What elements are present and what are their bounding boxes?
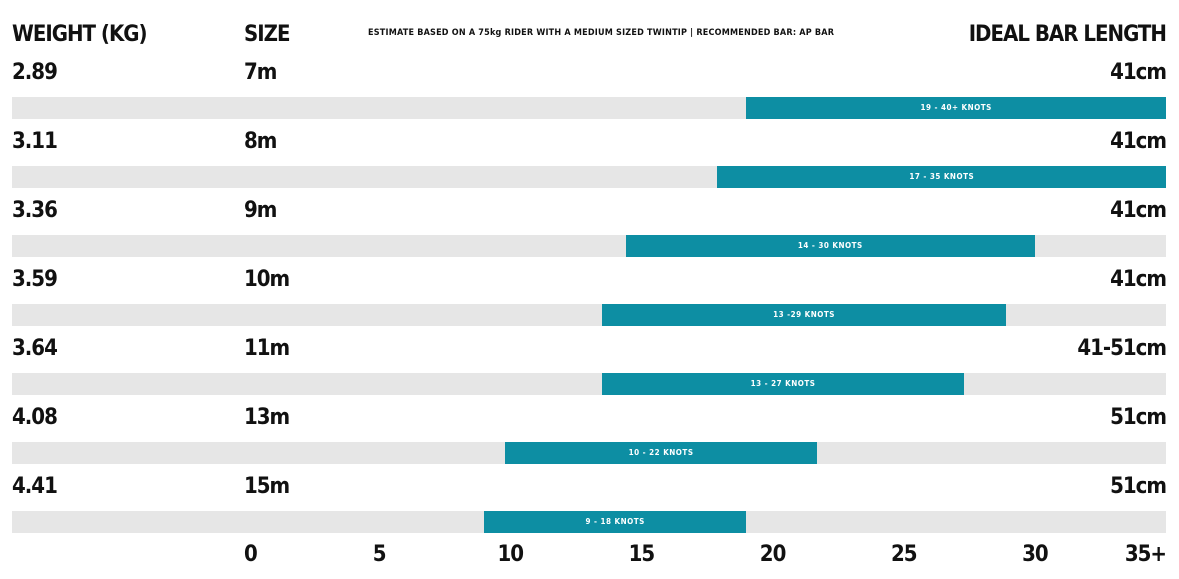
size-value: 11m (244, 336, 290, 361)
x-tick-label: 15 (628, 542, 656, 567)
weight-value: 3.36 (12, 198, 58, 223)
weight-column-header: WEIGHT (KG) (12, 22, 148, 47)
x-tick-label: 30 (1022, 542, 1049, 567)
x-tick-label: 5 (372, 542, 387, 567)
size-column-header: SIZE (244, 22, 290, 47)
weight-value: 3.64 (12, 336, 58, 361)
bar-length-value: 41cm (1110, 198, 1167, 223)
weight-value: 3.11 (12, 129, 58, 154)
bar-length-value: 41-51cm (1077, 336, 1167, 361)
wind-range-track: 19 - 40+ KNOTS (12, 97, 1166, 119)
estimate-note: ESTIMATE BASED ON A 75kg RIDER WITH A ME… (368, 28, 835, 38)
bar-length-value: 51cm (1110, 405, 1167, 430)
bar-length-value: 41cm (1110, 267, 1167, 292)
wind-range-bar: 13 - 27 KNOTS (602, 373, 965, 395)
size-value: 13m (244, 405, 290, 430)
weight-value: 4.08 (12, 405, 58, 430)
wind-range-track: 13 -29 KNOTS (12, 304, 1166, 326)
bar-length-value: 41cm (1110, 129, 1167, 154)
size-value: 7m (244, 60, 277, 85)
x-tick-label: 0 (244, 542, 258, 567)
wind-range-bar: 19 - 40+ KNOTS (746, 97, 1166, 119)
wind-range-bar: 14 - 30 KNOTS (625, 235, 1035, 257)
size-value: 8m (244, 129, 277, 154)
bar-length-column-header: IDEAL BAR LENGTH (968, 22, 1167, 47)
x-tick-label: 10 (497, 542, 525, 567)
wind-range-bar: 10 - 22 KNOTS (505, 442, 818, 464)
x-tick-label: 20 (759, 542, 787, 567)
wind-range-track: 9 - 18 KNOTS (12, 511, 1166, 533)
bar-length-value: 41cm (1110, 60, 1167, 85)
wind-range-bar: 17 - 35 KNOTS (717, 166, 1166, 188)
wind-range-track: 14 - 30 KNOTS (12, 235, 1166, 257)
weight-value: 2.89 (12, 60, 58, 85)
size-value: 9m (244, 198, 277, 223)
wind-range-track: 17 - 35 KNOTS (12, 166, 1166, 188)
bar-length-value: 51cm (1110, 474, 1167, 499)
weight-value: 3.59 (12, 267, 58, 292)
size-value: 15m (244, 474, 290, 499)
wind-range-bar: 9 - 18 KNOTS (484, 511, 747, 533)
x-tick-label: 35+ (1124, 542, 1167, 567)
wind-range-track: 10 - 22 KNOTS (12, 442, 1166, 464)
x-tick-label: 25 (890, 542, 918, 567)
size-value: 10m (244, 267, 290, 292)
wind-range-bar: 13 -29 KNOTS (602, 304, 1006, 326)
weight-value: 4.41 (12, 474, 58, 499)
wind-range-track: 13 - 27 KNOTS (12, 373, 1166, 395)
